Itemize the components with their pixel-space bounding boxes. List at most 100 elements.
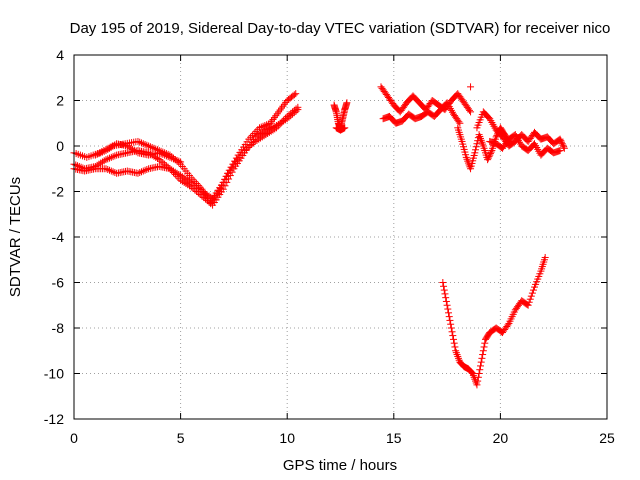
data-point	[527, 292, 535, 300]
data-point	[102, 165, 110, 173]
data-point	[556, 135, 564, 143]
data-point	[109, 142, 117, 150]
data-point	[449, 332, 457, 340]
data-point	[283, 112, 291, 120]
data-point	[446, 316, 454, 324]
data-point	[292, 90, 300, 98]
data-point	[480, 343, 488, 351]
x-tick-labels: 0 5 10 15 20 25	[70, 430, 615, 446]
data-point	[526, 295, 534, 303]
data-point	[175, 157, 183, 165]
data-point	[109, 168, 117, 176]
data-point	[479, 347, 487, 355]
data-point	[472, 146, 480, 154]
data-point	[253, 136, 261, 144]
data-point	[225, 169, 233, 177]
data-point	[257, 123, 265, 131]
x-tick-label: 5	[177, 430, 185, 446]
data-point	[264, 129, 272, 137]
data-points	[70, 83, 568, 389]
x-axis-title: GPS time / hours	[283, 457, 397, 474]
data-point	[107, 143, 115, 151]
y-axis-title: SDTVAR / TECUs	[7, 177, 24, 297]
data-point	[136, 169, 144, 177]
data-point	[123, 142, 131, 150]
data-point	[445, 309, 453, 317]
data-point	[560, 144, 568, 152]
data-point	[143, 166, 151, 174]
data-point	[486, 150, 494, 158]
data-point	[136, 138, 144, 146]
data-point	[178, 173, 186, 181]
data-point	[343, 99, 351, 107]
data-point	[440, 282, 448, 290]
x-tick-label: 20	[493, 430, 509, 446]
data-point	[189, 180, 197, 188]
y-tick-label: 0	[56, 138, 64, 154]
y-tick-label: -12	[44, 411, 64, 427]
data-point	[255, 124, 263, 132]
data-point	[292, 105, 300, 113]
data-point	[107, 167, 115, 175]
data-point	[271, 125, 279, 133]
data-point	[258, 133, 266, 141]
data-point	[146, 143, 154, 151]
data-point	[255, 135, 263, 143]
data-point	[155, 156, 163, 164]
y-tick-label: -8	[52, 320, 65, 336]
data-point	[201, 190, 209, 198]
x-tick-label: 25	[599, 430, 615, 446]
data-point	[484, 156, 492, 164]
data-point	[287, 109, 295, 117]
data-point	[106, 166, 114, 174]
data-point	[467, 83, 475, 91]
data-point	[474, 373, 482, 381]
data-point	[280, 116, 288, 124]
data-point	[104, 155, 112, 163]
data-point	[184, 176, 192, 184]
data-point	[161, 151, 169, 159]
data-point	[196, 186, 204, 194]
data-point	[134, 137, 142, 145]
data-point	[481, 339, 489, 347]
data-point	[560, 143, 568, 151]
data-point	[173, 156, 181, 164]
data-point	[138, 139, 146, 147]
data-point	[226, 166, 234, 174]
plot-frame	[73, 54, 608, 420]
data-point	[107, 153, 115, 161]
data-point	[246, 142, 254, 150]
data-point	[524, 301, 532, 309]
data-point	[194, 184, 202, 192]
y-tick-label: -10	[44, 366, 64, 382]
data-point	[207, 193, 215, 201]
data-point	[341, 124, 349, 132]
data-point	[223, 172, 231, 180]
data-point	[450, 339, 458, 347]
data-point	[442, 294, 450, 302]
data-point	[138, 168, 146, 176]
data-point	[269, 126, 277, 134]
data-point	[93, 150, 101, 158]
data-point	[558, 140, 566, 148]
data-point	[257, 134, 265, 142]
data-point	[529, 286, 537, 294]
x-tick-label: 0	[70, 430, 78, 446]
data-point	[168, 166, 176, 174]
data-point	[228, 163, 236, 171]
data-point	[148, 144, 156, 152]
data-point	[541, 253, 549, 261]
data-point	[249, 139, 257, 147]
data-point	[504, 321, 512, 329]
data-point	[175, 170, 183, 178]
data-point	[477, 358, 485, 366]
data-point	[455, 118, 463, 126]
data-point	[102, 147, 110, 155]
data-point	[259, 122, 267, 130]
data-point	[290, 106, 298, 114]
data-point	[145, 142, 153, 150]
data-point	[479, 351, 487, 359]
data-point	[171, 168, 179, 176]
y-tick-label: -2	[52, 184, 65, 200]
data-point	[95, 150, 103, 158]
